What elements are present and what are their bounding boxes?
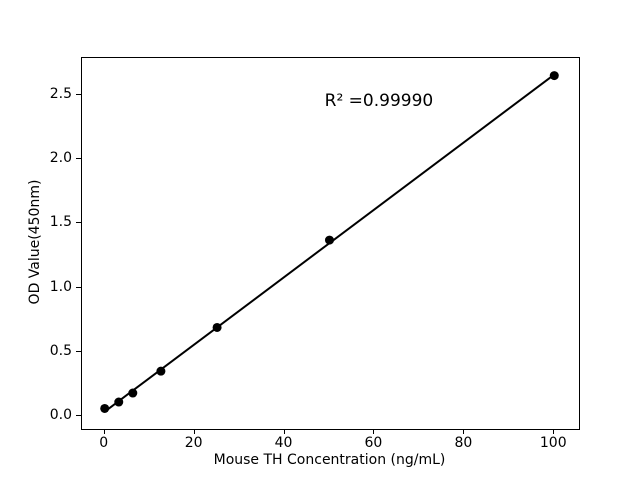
y-tick-mark xyxy=(76,158,81,160)
x-tick-mark xyxy=(193,429,195,434)
y-tick-mark xyxy=(76,286,81,288)
x-tick-label: 80 xyxy=(454,435,473,451)
y-tick-label: 2.5 xyxy=(49,85,72,102)
curve-and-points-svg xyxy=(100,71,559,413)
y-tick-label: 1.0 xyxy=(49,278,72,295)
y-tick-label: 1.5 xyxy=(49,214,72,231)
data-point xyxy=(128,388,138,398)
y-tick-mark xyxy=(76,222,81,224)
y-tick-mark xyxy=(76,93,81,95)
x-tick-mark xyxy=(283,429,285,434)
x-axis-label: Mouse TH Concentration (ng/mL) xyxy=(213,452,446,468)
y-tick-label: 0.0 xyxy=(49,407,72,424)
x-tick-label: 20 xyxy=(184,435,203,451)
r-squared-annotation: R² =0.99990 xyxy=(324,91,434,112)
x-tick-mark xyxy=(103,429,105,434)
y-tick-label: 0.5 xyxy=(49,342,72,359)
y-tick-mark xyxy=(76,415,81,417)
y-axis-label: OD Value(450nm) xyxy=(27,179,43,305)
x-tick-label: 100 xyxy=(539,435,567,451)
x-tick-mark xyxy=(373,429,375,434)
plot-area: R² =0.99990 xyxy=(81,57,580,430)
data-point xyxy=(549,71,559,81)
data-point xyxy=(324,235,334,245)
y-tick-mark xyxy=(76,350,81,352)
y-tick-label: 2.0 xyxy=(49,150,72,167)
data-point xyxy=(156,366,166,376)
x-tick-label: 0 xyxy=(99,435,109,451)
x-tick-label: 60 xyxy=(364,435,383,451)
x-tick-mark xyxy=(463,429,465,434)
data-point xyxy=(114,397,124,407)
data-point xyxy=(212,322,222,332)
x-tick-mark xyxy=(553,429,555,434)
x-tick-label: 40 xyxy=(274,435,293,451)
data-point xyxy=(100,403,110,413)
